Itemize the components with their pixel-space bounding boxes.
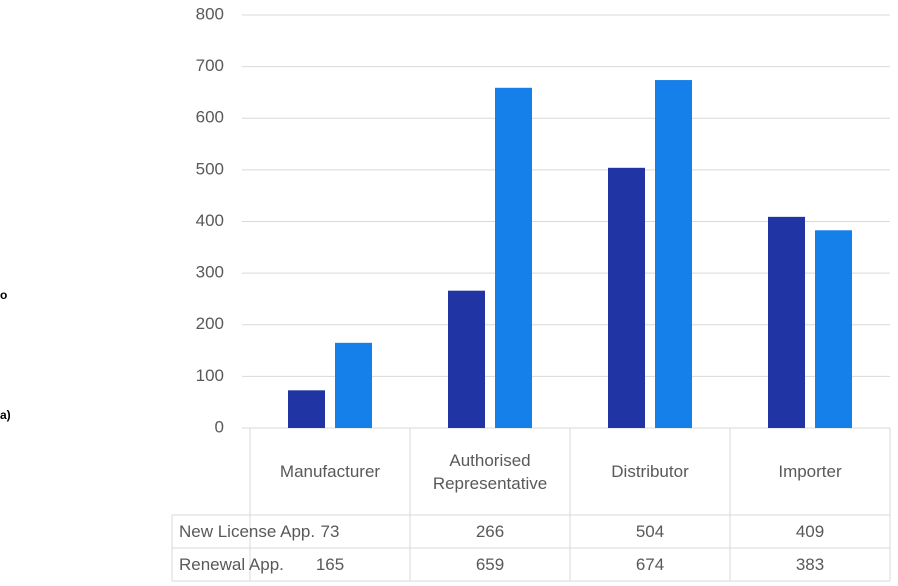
x-tick-label: Authorised Representative [432,450,548,493]
legend-item: New License App. [172,515,315,548]
y-tick-label: 100 [196,366,224,385]
bar [495,87,532,428]
table-value: 165 [315,555,345,574]
table-value: 73 [320,522,340,541]
x-tick-label: Importer [778,462,842,481]
bar [448,290,485,428]
legend-item: Renewal App. [172,548,284,581]
bar [655,80,692,429]
y-tick-label: 700 [196,56,224,75]
x-tick-label: Distributor [611,462,689,481]
y-tick-label: 200 [196,314,224,333]
y-tick-label: 800 [196,4,224,23]
bar [288,390,325,428]
y-tick-label: 500 [196,159,224,178]
y-tick-label: 0 [215,417,224,436]
bar [608,167,645,428]
annotation: o [0,288,8,302]
table-value: 409 [795,522,825,541]
x-tick-label: Manufacturer [279,462,381,481]
annotation: a) [0,408,11,422]
table-value: 504 [635,522,665,541]
y-tick-label: 600 [196,108,224,127]
y-tick-label: 300 [196,263,224,282]
bar [815,230,852,428]
table-value: 674 [635,555,665,574]
bar [335,342,372,428]
table-value: 659 [475,555,505,574]
table-value: 383 [795,555,825,574]
legend-label: Renewal App. [179,555,284,574]
table-value: 266 [475,522,505,541]
bar [768,216,805,428]
y-tick-label: 400 [196,211,224,230]
legend-label: New License App. [179,522,316,541]
